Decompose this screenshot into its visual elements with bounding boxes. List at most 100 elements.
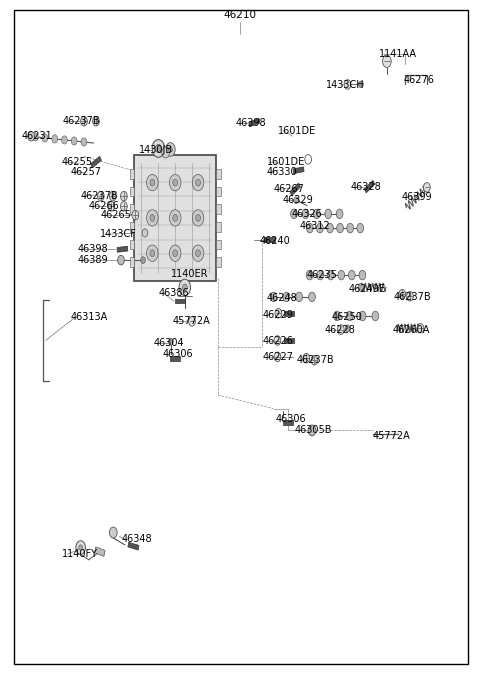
Text: 46326: 46326 bbox=[292, 209, 323, 219]
Circle shape bbox=[325, 209, 332, 219]
Circle shape bbox=[196, 215, 201, 221]
Circle shape bbox=[182, 284, 187, 291]
Bar bbox=[117, 247, 128, 252]
Bar bbox=[264, 238, 275, 242]
Text: 46399: 46399 bbox=[401, 193, 432, 202]
Bar bbox=[175, 298, 185, 303]
Text: 1141AA: 1141AA bbox=[379, 50, 417, 59]
Text: 46398: 46398 bbox=[235, 118, 266, 127]
Circle shape bbox=[142, 229, 148, 237]
Circle shape bbox=[28, 131, 35, 141]
Text: 1140ER: 1140ER bbox=[171, 269, 208, 279]
Text: 1601DE: 1601DE bbox=[267, 157, 305, 167]
Circle shape bbox=[347, 311, 353, 321]
Circle shape bbox=[294, 197, 299, 204]
Bar bbox=[130, 257, 134, 267]
Circle shape bbox=[169, 245, 181, 262]
Circle shape bbox=[344, 80, 351, 89]
Circle shape bbox=[146, 174, 158, 191]
Circle shape bbox=[168, 338, 173, 345]
Circle shape bbox=[326, 223, 333, 233]
Text: 46260A: 46260A bbox=[393, 325, 430, 334]
Circle shape bbox=[118, 255, 124, 265]
Circle shape bbox=[173, 215, 178, 221]
Bar bbox=[91, 156, 101, 168]
Text: 46237B: 46237B bbox=[297, 355, 334, 364]
Circle shape bbox=[71, 137, 77, 145]
Circle shape bbox=[311, 355, 318, 365]
Circle shape bbox=[358, 283, 364, 291]
Text: 1601DE: 1601DE bbox=[278, 126, 317, 136]
Circle shape bbox=[120, 191, 127, 201]
Bar bbox=[95, 547, 105, 556]
Text: 46313A: 46313A bbox=[71, 313, 108, 322]
Circle shape bbox=[338, 270, 345, 280]
Circle shape bbox=[169, 174, 181, 191]
Text: 45772A: 45772A bbox=[173, 317, 211, 326]
Circle shape bbox=[357, 223, 364, 233]
Text: 46226: 46226 bbox=[263, 336, 294, 345]
Circle shape bbox=[348, 270, 355, 280]
Circle shape bbox=[192, 174, 204, 191]
Circle shape bbox=[152, 140, 165, 157]
Text: 46398: 46398 bbox=[78, 244, 108, 254]
Bar bbox=[128, 542, 139, 550]
Text: 46266: 46266 bbox=[88, 201, 119, 210]
Circle shape bbox=[173, 250, 178, 257]
Circle shape bbox=[306, 270, 313, 280]
Text: 46348: 46348 bbox=[122, 535, 153, 544]
Circle shape bbox=[52, 135, 58, 143]
Circle shape bbox=[120, 202, 127, 211]
Circle shape bbox=[270, 292, 277, 302]
Circle shape bbox=[162, 147, 169, 158]
Bar bbox=[130, 187, 134, 196]
Circle shape bbox=[336, 209, 343, 219]
Text: 46240: 46240 bbox=[259, 236, 290, 246]
Circle shape bbox=[383, 55, 391, 67]
Circle shape bbox=[166, 143, 175, 156]
Circle shape bbox=[359, 81, 363, 88]
Circle shape bbox=[313, 209, 320, 219]
Circle shape bbox=[150, 250, 155, 257]
Circle shape bbox=[109, 191, 116, 201]
Bar bbox=[216, 240, 221, 249]
Text: 46237B: 46237B bbox=[62, 116, 100, 126]
Text: 46329: 46329 bbox=[282, 195, 313, 205]
Circle shape bbox=[168, 146, 172, 153]
Bar bbox=[130, 240, 134, 249]
Circle shape bbox=[417, 323, 424, 333]
Bar bbox=[130, 222, 134, 232]
Text: 46386: 46386 bbox=[158, 288, 189, 298]
Circle shape bbox=[274, 336, 281, 345]
Circle shape bbox=[274, 352, 281, 362]
Text: 46330: 46330 bbox=[267, 167, 298, 176]
Circle shape bbox=[169, 210, 181, 226]
Circle shape bbox=[81, 116, 87, 126]
Circle shape bbox=[327, 270, 334, 280]
Circle shape bbox=[97, 191, 104, 201]
Text: 46248: 46248 bbox=[267, 294, 298, 303]
Circle shape bbox=[359, 270, 366, 280]
Bar bbox=[249, 118, 260, 127]
Circle shape bbox=[317, 270, 324, 280]
Bar bbox=[170, 356, 180, 361]
Circle shape bbox=[146, 245, 158, 262]
Circle shape bbox=[32, 133, 38, 141]
Bar bbox=[216, 222, 221, 232]
Circle shape bbox=[192, 245, 204, 262]
Text: 46389: 46389 bbox=[78, 255, 108, 265]
Circle shape bbox=[141, 257, 145, 264]
Text: 46255: 46255 bbox=[61, 157, 93, 167]
Circle shape bbox=[79, 545, 83, 550]
Bar bbox=[290, 183, 300, 195]
Circle shape bbox=[296, 292, 302, 302]
Circle shape bbox=[305, 155, 312, 164]
Bar bbox=[134, 155, 216, 281]
Circle shape bbox=[303, 353, 310, 363]
Text: 46237B: 46237B bbox=[81, 191, 118, 201]
Bar bbox=[364, 180, 375, 193]
Circle shape bbox=[108, 202, 115, 211]
Circle shape bbox=[189, 317, 195, 326]
Text: 1430JB: 1430JB bbox=[139, 145, 173, 155]
Text: 46231: 46231 bbox=[21, 131, 52, 141]
